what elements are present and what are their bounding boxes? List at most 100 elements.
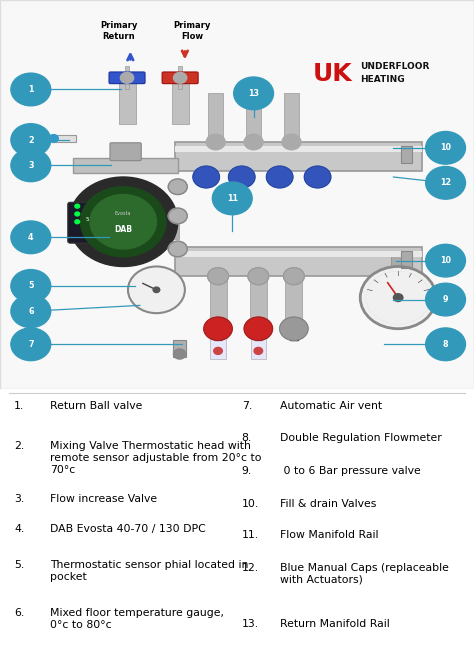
- Circle shape: [426, 283, 465, 316]
- Text: UNDERFLOOR: UNDERFLOOR: [360, 63, 429, 71]
- Circle shape: [49, 134, 58, 142]
- Text: 11.: 11.: [242, 530, 259, 540]
- Circle shape: [208, 267, 228, 285]
- Text: HEATING: HEATING: [360, 75, 405, 84]
- Text: 8: 8: [443, 340, 448, 348]
- Text: Primary
Flow: Primary Flow: [173, 21, 210, 41]
- Text: 1.: 1.: [14, 402, 25, 412]
- Circle shape: [393, 294, 403, 301]
- FancyBboxPatch shape: [0, 0, 474, 389]
- FancyBboxPatch shape: [175, 146, 422, 152]
- Circle shape: [360, 267, 436, 329]
- Text: 3.: 3.: [14, 494, 25, 504]
- Circle shape: [206, 134, 225, 150]
- Circle shape: [426, 132, 465, 164]
- FancyBboxPatch shape: [391, 255, 405, 267]
- FancyBboxPatch shape: [401, 146, 412, 164]
- FancyBboxPatch shape: [68, 202, 107, 243]
- Circle shape: [283, 267, 304, 285]
- Circle shape: [90, 194, 156, 249]
- Circle shape: [168, 241, 187, 257]
- FancyBboxPatch shape: [401, 251, 412, 269]
- Text: 2: 2: [28, 136, 34, 144]
- Text: 5.: 5.: [14, 560, 25, 570]
- Circle shape: [244, 134, 263, 150]
- Text: 8.: 8.: [242, 433, 252, 443]
- Text: 9.: 9.: [242, 466, 252, 476]
- Text: 4.: 4.: [14, 524, 25, 534]
- FancyBboxPatch shape: [285, 274, 302, 338]
- Text: 13: 13: [248, 89, 259, 98]
- Circle shape: [11, 124, 51, 156]
- Text: UK: UK: [313, 62, 353, 86]
- Circle shape: [426, 244, 465, 277]
- FancyBboxPatch shape: [178, 66, 182, 90]
- Text: 4: 4: [28, 233, 34, 242]
- Text: Thermostatic sensor phial located in
pocket: Thermostatic sensor phial located in poc…: [50, 560, 248, 582]
- Text: Flow increase Valve: Flow increase Valve: [50, 494, 157, 504]
- Circle shape: [128, 267, 185, 313]
- Text: 7: 7: [28, 340, 34, 348]
- Circle shape: [11, 269, 51, 303]
- Text: Automatic Air vent: Automatic Air vent: [280, 402, 382, 412]
- FancyBboxPatch shape: [208, 93, 223, 144]
- Circle shape: [248, 267, 269, 285]
- Circle shape: [11, 295, 51, 328]
- FancyBboxPatch shape: [210, 338, 226, 358]
- Text: Mixed floor temperature gauge,
0°c to 80°c: Mixed floor temperature gauge, 0°c to 80…: [50, 608, 224, 630]
- Text: 6.: 6.: [14, 608, 25, 618]
- Circle shape: [266, 166, 293, 188]
- Circle shape: [193, 166, 219, 188]
- Text: Evosta: Evosta: [115, 211, 131, 217]
- Text: Double Regulation Flowmeter: Double Regulation Flowmeter: [280, 433, 441, 443]
- Text: 9: 9: [443, 295, 448, 304]
- FancyBboxPatch shape: [73, 158, 178, 173]
- Circle shape: [426, 328, 465, 360]
- Circle shape: [75, 220, 80, 223]
- Text: 5: 5: [28, 281, 34, 291]
- Text: 6: 6: [28, 307, 34, 316]
- Circle shape: [75, 212, 80, 216]
- Circle shape: [11, 328, 51, 360]
- Circle shape: [11, 73, 51, 106]
- Circle shape: [75, 204, 80, 208]
- Circle shape: [280, 317, 308, 340]
- FancyBboxPatch shape: [246, 93, 261, 144]
- FancyBboxPatch shape: [175, 247, 422, 276]
- FancyBboxPatch shape: [109, 72, 145, 84]
- FancyBboxPatch shape: [162, 72, 198, 84]
- Circle shape: [173, 72, 187, 83]
- FancyBboxPatch shape: [214, 331, 222, 340]
- FancyBboxPatch shape: [52, 135, 76, 142]
- Text: 12: 12: [440, 178, 451, 188]
- Text: 12.: 12.: [242, 563, 259, 573]
- Text: 1: 1: [28, 85, 34, 94]
- Text: Primary
Return: Primary Return: [100, 21, 137, 41]
- FancyBboxPatch shape: [174, 208, 179, 239]
- Circle shape: [168, 208, 187, 223]
- Text: 2.: 2.: [14, 442, 25, 452]
- Circle shape: [234, 77, 273, 110]
- Text: 5: 5: [85, 217, 89, 222]
- Circle shape: [244, 317, 273, 340]
- Circle shape: [304, 166, 331, 188]
- FancyBboxPatch shape: [175, 142, 422, 171]
- FancyBboxPatch shape: [118, 76, 136, 124]
- Circle shape: [212, 182, 252, 215]
- Circle shape: [11, 149, 51, 182]
- Text: 11: 11: [227, 194, 238, 203]
- FancyBboxPatch shape: [250, 274, 267, 338]
- FancyBboxPatch shape: [290, 331, 298, 340]
- Circle shape: [173, 349, 186, 359]
- FancyBboxPatch shape: [110, 143, 141, 161]
- FancyBboxPatch shape: [210, 274, 227, 338]
- Circle shape: [254, 347, 263, 354]
- Circle shape: [120, 72, 134, 83]
- FancyBboxPatch shape: [251, 338, 266, 358]
- Text: 0 to 6 Bar pressure valve: 0 to 6 Bar pressure valve: [280, 466, 420, 476]
- Text: DAB Evosta 40-70 / 130 DPC: DAB Evosta 40-70 / 130 DPC: [50, 524, 206, 534]
- Text: 10: 10: [440, 256, 451, 265]
- FancyBboxPatch shape: [284, 93, 299, 144]
- Circle shape: [69, 177, 178, 267]
- Text: Return Manifold Rail: Return Manifold Rail: [280, 620, 390, 630]
